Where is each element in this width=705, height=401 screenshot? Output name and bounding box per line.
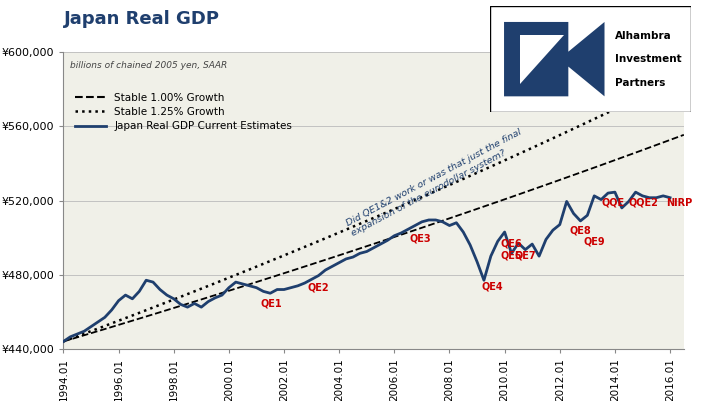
Japan Real GDP Current Estimates [135,289,144,294]
Stable 1.25% Growth [395,205,403,209]
Text: QE4: QE4 [482,282,503,292]
Japan Real GDP Current Estimates [666,195,674,200]
Text: NIRP: NIRP [666,198,692,208]
Stable 1.00% Growth [429,222,437,227]
Text: Alhambra: Alhambra [615,31,671,41]
Stable 1.00% Growth [59,339,68,344]
Stable 1.00% Growth [357,245,366,250]
Stable 1.25% Growth [429,190,437,195]
Japan Real GDP Current Estimates [369,245,378,250]
Text: QQE2: QQE2 [629,198,658,208]
Stable 1.25% Growth [357,221,366,225]
Japan Real GDP Current Estimates [121,293,130,298]
Text: QE1: QE1 [261,298,282,308]
Text: QE7: QE7 [514,251,536,261]
Text: Did QE1&2 work or was that just the final
expansion of the eurodollar system?: Did QE1&2 work or was that just the fina… [345,128,528,237]
Text: QQE: QQE [601,198,624,208]
Stable 1.00% Growth [680,132,688,137]
Stable 1.25% Growth [59,339,68,344]
Japan Real GDP Current Estimates [293,284,302,288]
Text: QE6: QE6 [501,239,522,249]
Stable 1.00% Growth [568,173,576,178]
Japan Real GDP Current Estimates [597,197,606,202]
Text: QE5: QE5 [501,251,522,261]
Line: Stable 1.25% Growth: Stable 1.25% Growth [63,76,684,342]
Line: Japan Real GDP Current Estimates: Japan Real GDP Current Estimates [63,192,670,342]
Text: QE3: QE3 [410,233,431,243]
Stable 1.00% Growth [354,247,362,251]
Text: Japan Real GDP: Japan Real GDP [63,10,219,28]
Stable 1.25% Growth [665,81,673,85]
Legend: Stable 1.00% Growth, Stable 1.25% Growth, Japan Real GDP Current Estimates: Stable 1.00% Growth, Stable 1.25% Growth… [75,93,293,131]
FancyBboxPatch shape [490,6,691,112]
Text: billions of chained 2005 yen, SAAR: billions of chained 2005 yen, SAAR [70,61,227,70]
Japan Real GDP Current Estimates [59,339,68,344]
Text: QE2: QE2 [307,282,329,292]
Line: Stable 1.00% Growth: Stable 1.00% Growth [63,135,684,342]
Japan Real GDP Current Estimates [183,305,192,310]
Polygon shape [504,22,604,96]
Stable 1.25% Growth [354,222,362,227]
Stable 1.25% Growth [568,127,576,132]
Stable 1.25% Growth [680,73,688,78]
Stable 1.00% Growth [395,233,403,238]
Text: Partners: Partners [615,77,665,87]
Text: QE9: QE9 [583,237,605,247]
Japan Real GDP Current Estimates [611,190,619,194]
Polygon shape [520,35,564,83]
Text: Investment: Investment [615,54,681,64]
Text: QE8: QE8 [570,226,591,236]
Stable 1.00% Growth [665,138,673,143]
